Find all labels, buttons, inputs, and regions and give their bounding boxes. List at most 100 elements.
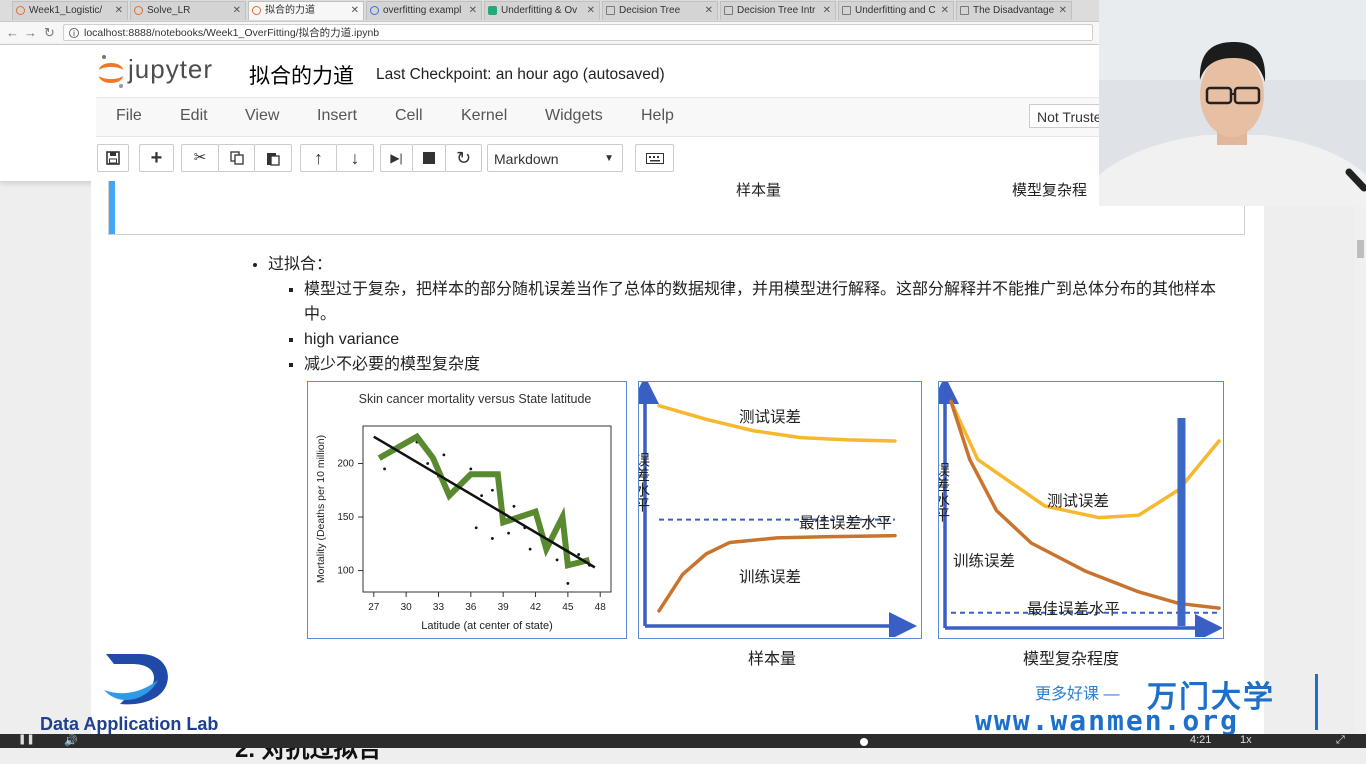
tab-close-icon[interactable]: ✕ bbox=[468, 5, 477, 16]
tab-close-icon[interactable]: ✕ bbox=[940, 5, 949, 16]
menu-file[interactable]: File bbox=[116, 107, 142, 124]
browser-tab[interactable]: The Disadvantage ✕ bbox=[956, 1, 1072, 20]
x-tick-label: 42 bbox=[530, 602, 542, 613]
markdown-cell[interactable]: 过拟合： 模型过于复杂，把样本的部分随机误差当作了总体的数据规律，并用模型进行解… bbox=[250, 252, 1230, 377]
move-up-button[interactable]: ↑ bbox=[300, 144, 337, 172]
back-icon[interactable]: ← bbox=[6, 25, 19, 40]
stop-icon bbox=[423, 152, 435, 164]
browser-tab[interactable]: Solve_LR ✕ bbox=[130, 1, 246, 20]
url-input[interactable]: i localhost:8888/notebooks/Week1_OverFit… bbox=[63, 24, 1093, 41]
browser-tab-title: overfitting exampl bbox=[383, 5, 462, 16]
move-down-button[interactable]: ↓ bbox=[336, 144, 374, 172]
reload-icon[interactable]: ↻ bbox=[44, 25, 55, 40]
playback-speed[interactable]: 1x bbox=[1240, 734, 1252, 746]
browser-tab[interactable]: 拟合的力道 ✕ bbox=[248, 1, 364, 20]
copy-button[interactable] bbox=[218, 144, 255, 172]
annotation-best-error: 最佳误差水平 bbox=[1027, 600, 1120, 618]
seek-handle[interactable] bbox=[860, 738, 868, 746]
browser-tab[interactable]: Underfitting and C ✕ bbox=[838, 1, 954, 20]
menu-kernel[interactable]: Kernel bbox=[461, 107, 508, 124]
fullscreen-icon[interactable]: ⤢ bbox=[1336, 734, 1345, 746]
tab-close-icon[interactable]: ✕ bbox=[232, 5, 241, 16]
menu-cell[interactable]: Cell bbox=[395, 107, 423, 124]
scatter-point bbox=[577, 553, 581, 556]
sub-bullet-reduce-complexity: 减少不必要的模型复杂度 bbox=[304, 352, 1230, 377]
scatter-point bbox=[442, 453, 446, 457]
annotation-train-error: 训练误差 bbox=[739, 568, 801, 586]
keyboard-icon bbox=[645, 153, 664, 164]
insert-cell-button[interactable]: + bbox=[139, 144, 174, 172]
jupyter-logo-icon[interactable] bbox=[96, 53, 126, 91]
browser-tab-title: The Disadvantage bbox=[973, 5, 1055, 16]
scatter-point bbox=[512, 504, 516, 508]
restart-button[interactable]: ↻ bbox=[445, 144, 482, 172]
arrow-up-icon: ↑ bbox=[314, 148, 323, 168]
tab-close-icon[interactable]: ✕ bbox=[1058, 5, 1067, 16]
command-palette-button[interactable] bbox=[635, 144, 674, 172]
tab-close-icon[interactable]: ✕ bbox=[822, 5, 831, 16]
tab-close-icon[interactable]: ✕ bbox=[586, 5, 595, 16]
chart-title: Skin cancer mortality versus State latit… bbox=[359, 392, 592, 406]
cell-type-value: Markdown bbox=[494, 151, 559, 167]
sub-bullet-high-variance: high variance bbox=[304, 327, 1230, 352]
scatter-point bbox=[490, 488, 494, 492]
volume-icon[interactable]: 🔊 bbox=[64, 735, 78, 747]
dal-logo-icon bbox=[104, 654, 168, 705]
x-tick-label: 36 bbox=[465, 602, 477, 613]
menu-view[interactable]: View bbox=[245, 107, 280, 124]
address-bar-row: ← → ↻ i localhost:8888/notebooks/Week1_O… bbox=[0, 22, 1100, 45]
refresh-icon: ↻ bbox=[455, 148, 472, 168]
paste-icon bbox=[267, 153, 280, 166]
train-error-curve bbox=[949, 399, 1221, 610]
y-axis-label: Mortality (Deaths per 10 million) bbox=[315, 435, 327, 583]
menu-widgets[interactable]: Widgets bbox=[545, 107, 603, 124]
browser-tab-strip: Week1_Logistic/✕ Solve_LR ✕ 拟合的力道 ✕ overfitti… bbox=[0, 0, 1100, 22]
pause-icon[interactable]: ❚❚ bbox=[18, 734, 35, 745]
step-forward-icon: ▶| bbox=[390, 151, 403, 165]
scatter-point bbox=[383, 467, 386, 471]
browser-tab[interactable]: overfitting exampl ✕ bbox=[366, 1, 482, 20]
sheet-icon bbox=[488, 6, 497, 15]
scissors-icon: ✂ bbox=[193, 149, 207, 166]
cell-type-select[interactable]: Markdown ▼ bbox=[487, 144, 623, 172]
scrollbar-thumb[interactable] bbox=[1357, 240, 1364, 258]
notebook-title[interactable]: 拟合的力道 bbox=[249, 65, 354, 88]
menu-insert[interactable]: Insert bbox=[317, 107, 358, 124]
menu-help[interactable]: Help bbox=[641, 107, 674, 124]
site-info-icon[interactable]: i bbox=[69, 28, 79, 38]
browser-tab[interactable]: Week1_Logistic/ ✕ bbox=[12, 1, 128, 20]
run-button[interactable]: ▶| bbox=[380, 144, 413, 172]
webcam-overlay bbox=[1099, 0, 1366, 206]
tab-close-icon[interactable]: ✕ bbox=[704, 5, 713, 16]
browser-tab[interactable]: Decision Tree ✕ bbox=[602, 1, 718, 20]
forward-icon[interactable]: → bbox=[24, 25, 37, 40]
save-button[interactable] bbox=[97, 144, 129, 172]
browser-tab[interactable]: Underfitting & Ov ✕ bbox=[484, 1, 600, 20]
menu-edit[interactable]: Edit bbox=[180, 107, 208, 124]
not-trusted-button[interactable]: Not Truste bbox=[1029, 104, 1109, 128]
overfitting-list: 过拟合： 模型过于复杂，把样本的部分随机误差当作了总体的数据规律，并用模型进行解… bbox=[250, 252, 1230, 377]
checkpoint-status: Last Checkpoint: an hour ago (autosaved) bbox=[376, 66, 665, 83]
overfitting-figure: Skin cancer mortality versus State latit… bbox=[307, 376, 1227, 671]
jupyter-icon bbox=[16, 6, 25, 15]
interrupt-button[interactable] bbox=[412, 144, 446, 172]
panel-skin-cancer: Skin cancer mortality versus State latit… bbox=[307, 381, 627, 639]
jupyter-icon bbox=[134, 6, 143, 15]
doc-icon bbox=[606, 6, 615, 15]
browser-tab-title: Decision Tree Intr bbox=[737, 5, 816, 16]
browser-tab-title: Solve_LR bbox=[147, 5, 191, 16]
paw-icon bbox=[370, 6, 379, 15]
previous-cell[interactable]: 样本量 模型复杂程 bbox=[108, 181, 1245, 235]
sub-bullet-definition: 模型过于复杂，把样本的部分随机误差当作了总体的数据规律，并用模型进行解释。这部分… bbox=[304, 277, 1224, 327]
y-axis-label: 误差水平 bbox=[639, 452, 651, 512]
browser-tab[interactable]: Decision Tree Intr ✕ bbox=[720, 1, 836, 20]
tab-close-icon[interactable]: ✕ bbox=[114, 5, 123, 16]
tab-close-icon[interactable]: ✕ bbox=[350, 5, 359, 16]
copy-icon bbox=[229, 151, 244, 165]
cut-button[interactable]: ✂ bbox=[181, 144, 219, 172]
xlabel-sample-size: 样本量 bbox=[748, 651, 797, 668]
paste-button[interactable] bbox=[254, 144, 292, 172]
page-scrollbar[interactable] bbox=[1355, 206, 1366, 736]
x-axis-label: Latitude (at center of state) bbox=[421, 620, 552, 632]
